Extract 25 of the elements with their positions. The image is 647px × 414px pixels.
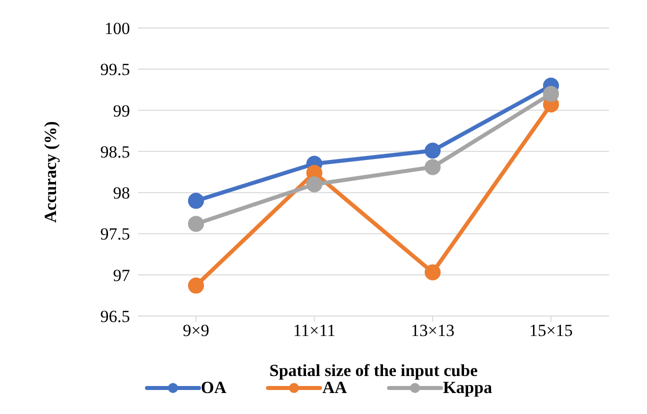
point <box>424 142 441 159</box>
point <box>424 264 441 280</box>
y-tick-label: 98 <box>113 184 130 203</box>
y-tick-label: 97 <box>113 266 130 285</box>
point <box>424 159 441 176</box>
y-tick-label: 96.5 <box>100 307 130 326</box>
legend-label: AA <box>322 378 347 398</box>
y-tick-label: 97.5 <box>100 224 130 244</box>
point <box>188 216 204 232</box>
x-tick-label: 11×11 <box>293 321 336 340</box>
point <box>306 176 322 192</box>
y-tick-label: 99.5 <box>100 60 130 80</box>
y-axis-title: Accuracy (%) <box>41 121 60 223</box>
y-tick-label: 100 <box>104 19 130 38</box>
x-tick-label: 13×13 <box>410 321 454 340</box>
point <box>188 192 204 209</box>
x-tick-label: 15×15 <box>529 321 573 340</box>
legend-label: Kappa <box>442 378 492 398</box>
x-tick-label: 9×9 <box>182 321 210 340</box>
legend-label: OA <box>200 378 226 398</box>
x-axis-title: Spatial size of the input cube <box>269 361 478 380</box>
point <box>188 278 204 294</box>
y-tick-label: 98.5 <box>100 142 130 162</box>
point <box>543 86 559 102</box>
y-tick-label: 99 <box>113 101 130 120</box>
